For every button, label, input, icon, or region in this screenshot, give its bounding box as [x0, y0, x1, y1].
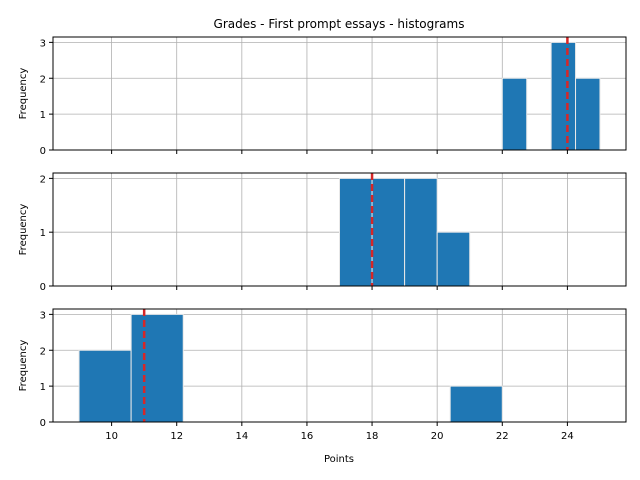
y-tick-label: 0: [40, 146, 46, 157]
x-tick-label: 20: [431, 431, 444, 442]
y-tick-label: 3: [40, 38, 46, 49]
y-tick-label: 3: [40, 310, 46, 321]
axes-frame: [52, 308, 627, 423]
x-tick-label: 12: [170, 431, 183, 442]
y-tick-label: 1: [40, 110, 46, 121]
histogram-bar: [436, 231, 471, 287]
y-tick-label: 1: [40, 382, 46, 393]
y-tick-label: 1: [40, 228, 46, 239]
subplot-middle: 0 1 2 Frequency: [18, 172, 627, 293]
y-tick-label: 2: [40, 74, 46, 85]
x-axis-label: Points: [324, 454, 354, 465]
histogram-bar: [78, 349, 132, 423]
x-tick-label: 18: [366, 431, 379, 442]
histogram-bar: [575, 77, 601, 151]
y-tick-label: 0: [40, 418, 46, 429]
y-axis-label-middle: Frequency: [18, 204, 29, 256]
x-tick-label: 22: [496, 431, 509, 442]
histogram-bar: [501, 77, 528, 151]
histogram-bar: [550, 41, 577, 151]
chart-title: Grades - First prompt essays - histogram…: [214, 17, 465, 31]
y-axis-label-top: Frequency: [18, 68, 29, 120]
y-axis-label-bottom: Frequency: [18, 340, 29, 392]
x-tick-label: 14: [235, 431, 248, 442]
histogram-bar: [339, 177, 373, 287]
x-tick-label: 24: [561, 431, 574, 442]
histogram-bar: [449, 385, 503, 423]
x-tick-label: 10: [105, 431, 118, 442]
axes-frame: [52, 36, 627, 151]
histogram-bar: [371, 177, 406, 287]
subplot-top: 0 1 2 3 Frequency: [18, 36, 627, 157]
histogram-bar: [404, 177, 438, 287]
x-tick-label: 16: [301, 431, 314, 442]
axes-frame: [52, 172, 627, 287]
histogram-bar: [130, 313, 184, 423]
y-tick-label: 0: [40, 282, 46, 293]
y-tick-label: 2: [40, 346, 46, 357]
y-tick-label: 2: [40, 174, 46, 185]
